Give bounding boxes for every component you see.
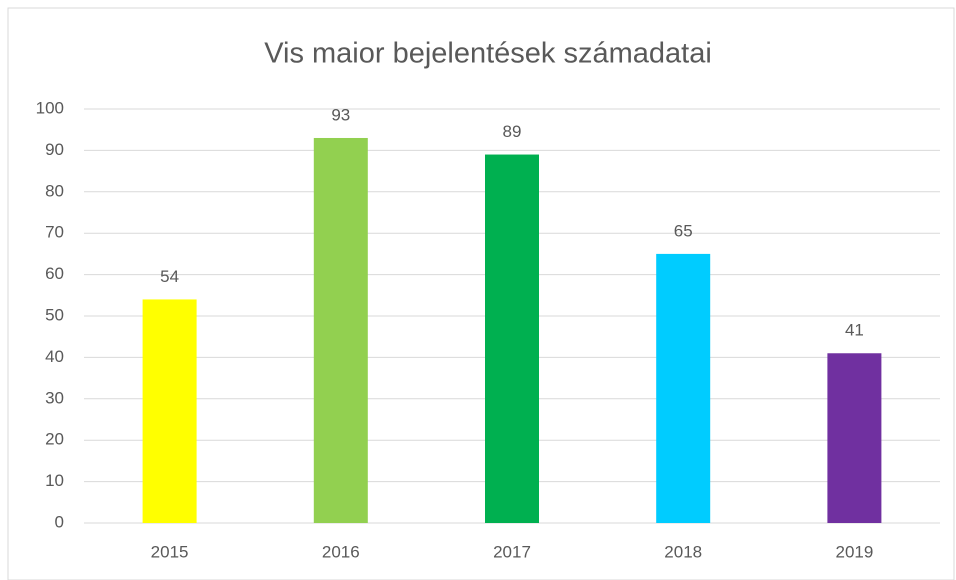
x-tick-label: 2015: [151, 542, 189, 561]
y-tick-label: 90: [45, 140, 64, 159]
y-tick-label: 40: [45, 347, 64, 366]
x-tick-label: 2016: [322, 542, 360, 561]
x-tick-label: 2019: [835, 542, 873, 561]
bar: [142, 299, 197, 523]
y-tick-label: 50: [45, 305, 64, 324]
bar: [313, 137, 368, 524]
y-tick-label: 80: [45, 181, 64, 200]
y-tick-label: 60: [45, 264, 64, 283]
chart-title: Vis maior bejelentések számadatai: [264, 38, 712, 70]
value-label: 89: [503, 122, 522, 141]
bar: [656, 253, 711, 523]
x-tick-label: 2018: [664, 542, 702, 561]
value-label: 54: [160, 267, 179, 286]
y-tick-label: 30: [45, 388, 64, 407]
y-tick-label: 100: [36, 98, 64, 117]
y-tick-label: 70: [45, 223, 64, 242]
bar: [485, 154, 539, 524]
value-label: 41: [845, 321, 864, 340]
y-tick-label: 20: [45, 430, 64, 449]
value-label: 65: [674, 221, 693, 240]
value-label: 93: [331, 105, 350, 124]
x-tick-label: 2017: [493, 542, 531, 561]
y-tick-label: 0: [55, 512, 64, 531]
bar: [827, 353, 882, 523]
y-tick-label: 10: [45, 471, 64, 490]
